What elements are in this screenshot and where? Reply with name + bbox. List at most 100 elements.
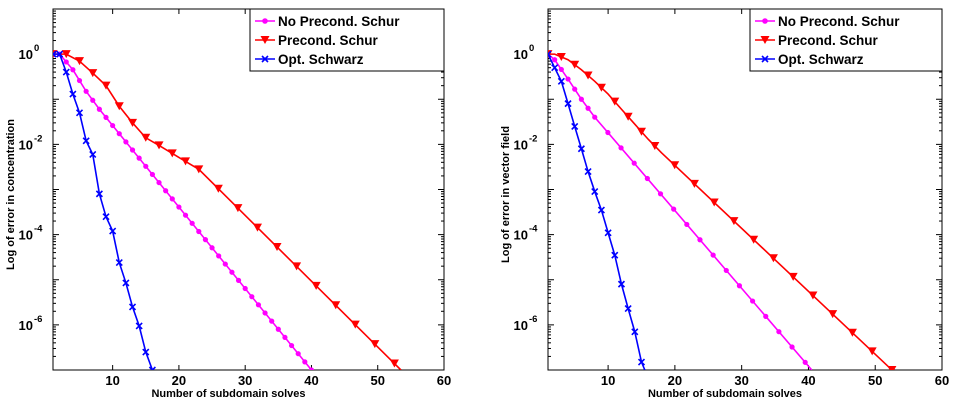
legend-label: Opt. Schwarz (278, 52, 364, 67)
data-point (110, 122, 116, 129)
data-point (101, 81, 111, 90)
x-tick-label: 50 (370, 373, 384, 388)
data-point (564, 100, 572, 108)
data-point (275, 326, 281, 332)
data-point (102, 213, 110, 221)
data-point (202, 237, 209, 243)
x-tick-label: 40 (801, 373, 815, 388)
data-point (631, 328, 639, 336)
legend-box (249, 8, 445, 72)
data-point (636, 127, 646, 136)
y-tick-exponent: -6 (529, 314, 537, 325)
x-tick-label: 60 (437, 373, 451, 388)
x-tick-label: 20 (172, 373, 186, 388)
legend-label: No Precond. Schur (278, 14, 400, 29)
data-point (122, 279, 130, 287)
legend: No Precond. Schur Precond. Schur Opt. Schw… (749, 8, 943, 72)
y-tick-exponent: 0 (529, 43, 534, 54)
data-point (114, 102, 124, 111)
data-point (596, 83, 606, 92)
data-point (115, 259, 123, 267)
data-point (269, 318, 275, 324)
data-point (56, 50, 64, 58)
data-point (578, 96, 584, 102)
data-point (288, 342, 295, 349)
data-point (88, 69, 98, 78)
data-point (103, 114, 109, 121)
data-point (592, 114, 598, 120)
data-point (650, 142, 660, 151)
data-point (109, 227, 117, 235)
data-point (82, 137, 90, 145)
data-point (709, 198, 719, 207)
data-point (657, 191, 664, 197)
data-point (389, 359, 399, 368)
x-axis-label: Number of subdomain solves (151, 388, 305, 400)
data-point (572, 86, 578, 92)
data-point (176, 204, 182, 210)
data-point (143, 163, 149, 169)
data-point (570, 60, 580, 69)
data-point (618, 145, 624, 151)
data-point (154, 141, 164, 150)
y-tick-label: 10 (19, 47, 33, 62)
y-tick-exponent: -4 (34, 224, 43, 235)
y-tick-label: 10 (19, 228, 33, 243)
data-point (156, 179, 162, 186)
data-point (828, 310, 838, 319)
data-point (302, 359, 308, 365)
x-tick-label: 10 (601, 373, 615, 388)
data-point (229, 269, 235, 275)
legend-marker (262, 18, 268, 24)
data-point (370, 340, 380, 349)
data-point (556, 52, 566, 61)
data-point (723, 267, 729, 274)
y-tick-label: 10 (514, 137, 528, 152)
data-point (311, 281, 321, 290)
data-point (558, 66, 564, 73)
data-point (637, 358, 646, 366)
y-tick-label: 10 (19, 318, 33, 333)
data-point (169, 196, 175, 202)
legend-box (749, 8, 943, 72)
data-point (350, 320, 360, 329)
data-point (95, 190, 103, 198)
y-tick-label: 10 (514, 228, 528, 243)
data-point (605, 129, 611, 136)
data-point (749, 235, 759, 244)
data-point (788, 272, 798, 281)
data-point (295, 351, 301, 357)
series-line-opt-schwarz (53, 53, 154, 370)
y-axis-label: Log of error in vector field (500, 126, 512, 263)
legend: No Precond. Schur Precond. Schur Opt. Schw… (249, 8, 445, 72)
data-point (789, 344, 795, 350)
data-point (128, 303, 137, 311)
data-point (776, 329, 782, 335)
data-point (235, 277, 242, 283)
data-point (604, 229, 612, 237)
data-point (292, 262, 302, 271)
data-point (76, 77, 83, 84)
x-tick-label: 50 (868, 373, 882, 388)
series-line-opt-schwarz (548, 53, 646, 370)
data-point (233, 204, 243, 213)
data-point (272, 243, 282, 252)
data-point (308, 367, 315, 370)
data-point (548, 50, 552, 58)
data-point (148, 366, 156, 370)
data-point (565, 76, 571, 82)
y-tick-exponent: 0 (34, 43, 39, 54)
x-tick-label: 30 (238, 373, 252, 388)
data-point (887, 366, 897, 370)
data-point (768, 254, 778, 263)
data-point (697, 237, 703, 243)
data-point (128, 118, 138, 127)
data-point (142, 348, 150, 356)
data-point (96, 106, 102, 112)
data-point (802, 359, 808, 365)
data-point (689, 179, 699, 188)
legend-marker (261, 55, 269, 63)
data-point (631, 160, 637, 166)
data-point (75, 57, 85, 66)
